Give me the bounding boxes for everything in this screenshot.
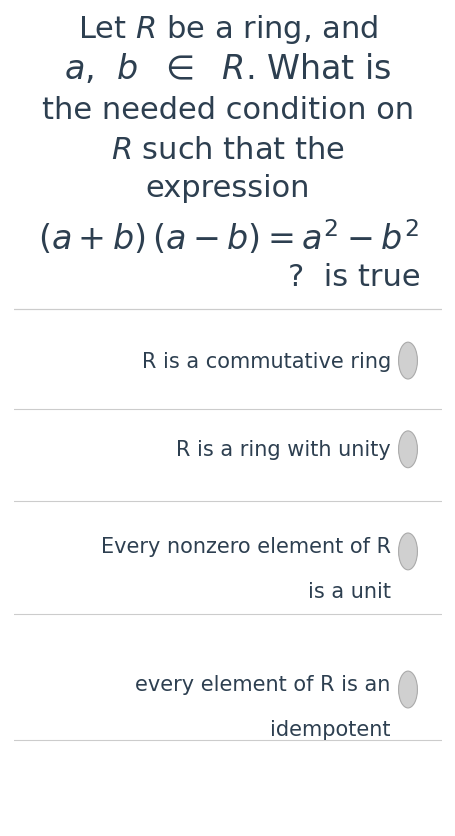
Text: $\mathit{a}$,  $\mathit{b}$  $\in$  $\mathbf{\mathit{R}}$. What is: $\mathit{a}$, $\mathit{b}$ $\in$ $\mathb…	[64, 52, 391, 85]
Text: the needed condition on: the needed condition on	[42, 96, 413, 125]
Circle shape	[398, 671, 416, 708]
Text: every element of R is an: every element of R is an	[135, 674, 390, 694]
Circle shape	[398, 343, 416, 380]
Text: $(a + b)\,(a - b) = a^2 - b^2$: $(a + b)\,(a - b) = a^2 - b^2$	[37, 218, 418, 257]
Text: Every nonzero element of R: Every nonzero element of R	[101, 536, 390, 556]
Text: idempotent: idempotent	[270, 719, 390, 739]
Text: R is a ring with unity: R is a ring with unity	[176, 440, 390, 460]
Circle shape	[398, 431, 416, 468]
Circle shape	[398, 533, 416, 570]
Text: ?  is true: ? is true	[288, 263, 420, 292]
Text: $\mathbf{\mathit{R}}$ such that the: $\mathbf{\mathit{R}}$ such that the	[111, 136, 344, 165]
Text: expression: expression	[146, 174, 309, 202]
Text: R is a commutative ring: R is a commutative ring	[142, 351, 390, 371]
Text: Let $\mathbf{\mathit{R}}$ be a ring, and: Let $\mathbf{\mathit{R}}$ be a ring, and	[78, 13, 377, 46]
Text: is a unit: is a unit	[307, 581, 390, 601]
